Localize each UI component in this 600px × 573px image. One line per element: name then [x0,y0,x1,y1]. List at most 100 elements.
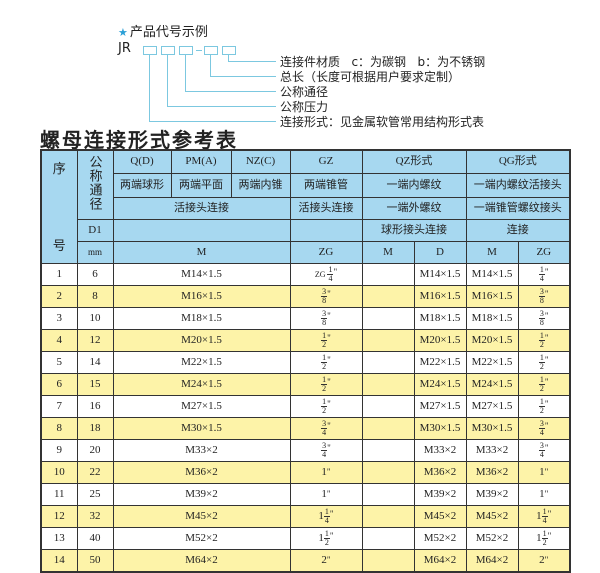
leader-line [149,121,276,122]
cell-no: 10 [40,460,78,484]
cell-qz-d: M30×1.5 [413,416,467,440]
cell-qz-d: M64×2 [413,548,467,572]
cell-qg-m: M27×1.5 [465,394,519,418]
whole: 1 [536,531,542,544]
cell-qg-m: M39×2 [465,482,519,506]
header-pm: PM(A) [170,149,232,174]
whole: 1 [321,487,327,500]
cell-m: M30×1.5 [112,416,291,440]
label-connection-type: 连接形式：见金属软管常用结构形式表 [280,115,485,129]
seq-bottom: 号 [52,237,66,253]
cell-no: 12 [40,504,78,528]
whole: 1 [318,531,324,544]
cell-d1: 20 [76,438,114,462]
cell-qg-zg: 1 1 2 " [517,526,571,550]
cell-d1: 10 [76,306,114,330]
cell-no: 14 [40,548,78,572]
cell-qg-zg: 1 2 " [517,372,571,396]
cell-no: 1 [40,262,78,286]
label-material: 连接件材质 c：为碳钢 b：为不锈钢 [280,55,486,69]
nominal-text: 公称通径 [87,154,103,211]
cell-qg-m: M22×1.5 [465,350,519,374]
cell-gz: 1 1 2 " [289,526,363,550]
header-m: M [112,240,291,264]
cell-d1: 22 [76,460,114,484]
header-empty [289,218,363,242]
star-icon: ★ [118,26,128,39]
cell-m: M18×1.5 [112,306,291,330]
cell-m: M64×2 [112,548,291,572]
cell-qz-m [361,394,415,418]
cell-gz: 1" [289,460,363,484]
cell-qg-zg: 2" [517,548,571,572]
cell-qz-m [361,460,415,484]
leader-line [228,54,229,61]
cell-qz-m [361,306,415,330]
cell-qz-d: M36×2 [413,460,467,484]
header-qg-desc: 一端内螺纹活接头 [465,172,571,198]
leader-line [210,76,276,77]
cell-qg-zg: 1 1 4 " [517,504,571,528]
header-nz: NZ(C) [230,149,291,174]
zg-prefix: ZG [314,269,326,279]
cell-qg-zg: 3 4 " [517,416,571,440]
cell-qg-zg: 3 8 " [517,306,571,330]
cell-gz: 1 2 " [289,394,363,418]
header-union: 活接头连接 [112,196,291,220]
code-box [143,46,157,55]
cell-qg-m: M16×1.5 [465,284,519,308]
cell-qg-m: M30×1.5 [465,416,519,440]
cell-no: 3 [40,306,78,330]
cell-gz: 2" [289,548,363,572]
cell-m: M14×1.5 [112,262,291,286]
cell-qg-zg: 3 4 " [517,438,571,462]
cell-gz: 1 1 4 " [289,504,363,528]
whole: 2 [321,553,327,566]
code-box [204,46,218,55]
cell-gz: 3 4 " [289,438,363,462]
whole: 2 [539,553,545,566]
cell-m: M24×1.5 [112,372,291,396]
cell-d1: 50 [76,548,114,572]
label-length: 总长（长度可根据用户要求定制） [280,70,461,84]
whole: 1 [318,509,324,522]
cell-gz: 3 8 " [289,306,363,330]
header-gz-desc: 两端锥管 [289,172,363,198]
cell-qg-m: M33×2 [465,438,519,462]
table-row: 3 10 M18×1.5 3 8 " M18×1.5 M18×1.5 3 8 " [40,306,571,330]
cell-qz-d: M45×2 [413,504,467,528]
cell-qg-m: M14×1.5 [465,262,519,286]
cell-no: 13 [40,526,78,550]
table-row: 14 50 M64×2 2" M64×2 M64×2 2" [40,548,571,572]
table-row: 4 12 M20×1.5 1 2 " M20×1.5 M20×1.5 1 2 " [40,328,571,352]
nut-connection-table: 序号 公称通径 Q(D) PM(A) NZ(C) GZ QZ形式 QG形式 两端… [40,149,572,573]
header-qg-zg: ZG [517,240,571,264]
cell-gz: 1 2 " [289,372,363,396]
cell-d1: 40 [76,526,114,550]
cell-qg-zg: 1" [517,460,571,484]
table-row: 9 20 M33×2 3 4 " M33×2 M33×2 3 4 " [40,438,571,462]
cell-qg-m: M20×1.5 [465,328,519,352]
whole: 1 [536,509,542,522]
cell-qg-m: M18×1.5 [465,306,519,330]
cell-m: M33×2 [112,438,291,462]
cell-gz: 3 4 " [289,416,363,440]
table-title: 螺母连接形式参考表 [40,128,238,152]
cell-no: 5 [40,350,78,374]
cell-qg-zg: 1" [517,482,571,506]
cell-d1: 6 [76,262,114,286]
seq-top: 序 [52,160,66,176]
header-qg-m: M [465,240,519,264]
cell-qz-m [361,350,415,374]
cell-qz-m [361,262,415,286]
cell-qg-zg: 3 8 " [517,284,571,308]
